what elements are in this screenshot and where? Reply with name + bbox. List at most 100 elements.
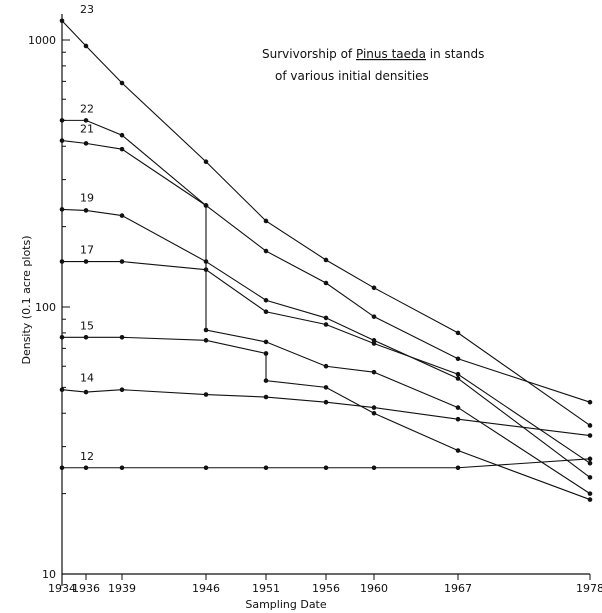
series-point-14 xyxy=(59,387,65,393)
series-point-21 xyxy=(203,203,209,208)
x-tick-label: 1934 xyxy=(48,582,76,595)
series-point-21 xyxy=(263,248,269,254)
series-label-21: 21 xyxy=(80,123,94,136)
series-point-22 xyxy=(455,405,461,410)
series-point-15 xyxy=(119,335,125,340)
series-point-12 xyxy=(455,465,461,471)
series-point-12 xyxy=(203,465,209,471)
series-point-15 xyxy=(455,448,461,453)
series-label-12: 12 xyxy=(80,450,94,463)
series-point-19 xyxy=(455,376,461,381)
y-axis-title: Density (0.1 acre plots) xyxy=(20,235,33,364)
series-label-19: 19 xyxy=(80,191,94,204)
x-axis-title: Sampling Date xyxy=(245,598,327,611)
series-point-15 xyxy=(83,335,89,340)
x-tick-label: 1978 xyxy=(576,582,602,595)
series-point-22 xyxy=(83,118,89,123)
series-point-23 xyxy=(59,18,65,24)
series-point-23 xyxy=(203,159,209,165)
series-line-17 xyxy=(62,260,591,464)
x-tick-label: 1946 xyxy=(192,582,220,595)
x-tick-label: 1967 xyxy=(444,582,472,595)
series-point-17 xyxy=(119,259,125,264)
x-tick-label: 1951 xyxy=(252,582,280,595)
series-point-14 xyxy=(587,433,593,438)
series-point-23 xyxy=(119,80,125,86)
series-point-14 xyxy=(455,416,461,422)
series-point-23 xyxy=(587,423,593,428)
series-label-14: 14 xyxy=(80,372,94,385)
series-point-12 xyxy=(587,456,593,462)
series-point-19 xyxy=(203,259,209,264)
x-tick-label: 1936 xyxy=(72,582,100,595)
series-line-22 xyxy=(62,119,591,495)
series-label-23: 23 xyxy=(80,3,94,16)
series-line-19 xyxy=(61,208,591,478)
series-point-15 xyxy=(323,385,329,390)
series-point-17 xyxy=(371,341,377,346)
y-tick-label: 10 xyxy=(42,568,56,581)
series-point-12 xyxy=(59,465,65,471)
series-point-22 xyxy=(263,339,269,345)
series-point-12 xyxy=(119,465,125,471)
series-point-15 xyxy=(263,351,269,356)
series-point-17 xyxy=(203,267,209,272)
series-point-21 xyxy=(83,141,89,146)
series-point-17 xyxy=(455,371,461,377)
series-point-15 xyxy=(203,338,209,343)
series-point-14 xyxy=(203,392,209,397)
series-point-21 xyxy=(323,280,329,286)
series-point-12 xyxy=(83,465,89,471)
series-point-22 xyxy=(587,491,593,496)
series-point-17 xyxy=(263,309,269,315)
y-tick-label: 1000 xyxy=(28,34,56,47)
series-point-22 xyxy=(59,118,65,123)
chart-title-line-2: of various initial densities xyxy=(275,69,429,83)
labels-layer: 23 22 21 19 17 15 14 12 xyxy=(80,3,94,463)
series-label-22: 22 xyxy=(80,102,94,115)
series-point-19 xyxy=(83,208,89,213)
series-point-22 xyxy=(323,363,329,369)
chart-title-line-1: Survivorship of Pinus taeda in stands xyxy=(262,47,484,61)
series-point-14 xyxy=(371,405,377,410)
series-line-15 xyxy=(62,336,591,501)
x-tick-label: 1939 xyxy=(108,582,136,595)
series-point-12 xyxy=(323,465,329,471)
series-label-17: 17 xyxy=(80,244,94,257)
series-point-15 xyxy=(587,497,593,502)
series-point-17 xyxy=(323,322,329,327)
series-point-12 xyxy=(263,465,269,471)
series-point-17 xyxy=(83,259,89,264)
series-point-23 xyxy=(371,285,377,291)
series-point-21 xyxy=(587,399,593,405)
series-point-12 xyxy=(371,465,377,471)
series-point-19 xyxy=(59,207,65,212)
series-point-14 xyxy=(119,387,125,393)
series-point-23 xyxy=(455,330,461,336)
y-tick-label: 100 xyxy=(35,301,56,314)
series-point-14 xyxy=(323,399,329,405)
series-line-14 xyxy=(61,389,591,437)
x-tick-label: 1960 xyxy=(360,582,388,595)
series-point-21 xyxy=(371,314,377,319)
series-point-17 xyxy=(59,259,65,264)
series-point-14 xyxy=(83,389,89,395)
series-point-14 xyxy=(263,394,269,400)
series-point-21 xyxy=(119,146,125,152)
series-label-15: 15 xyxy=(80,319,94,332)
series-point-21 xyxy=(455,356,461,362)
series-point-23 xyxy=(323,257,329,263)
series-line-21 xyxy=(61,140,591,403)
series-point-15 xyxy=(371,410,377,416)
series-point-22 xyxy=(119,132,125,138)
series-point-17 xyxy=(587,460,593,466)
series-point-19 xyxy=(323,315,329,321)
series-point-19 xyxy=(587,475,593,480)
series-layer xyxy=(59,18,593,502)
series-point-19 xyxy=(263,297,269,303)
x-tick-label: 1956 xyxy=(312,582,340,595)
series-point-23 xyxy=(263,218,269,224)
